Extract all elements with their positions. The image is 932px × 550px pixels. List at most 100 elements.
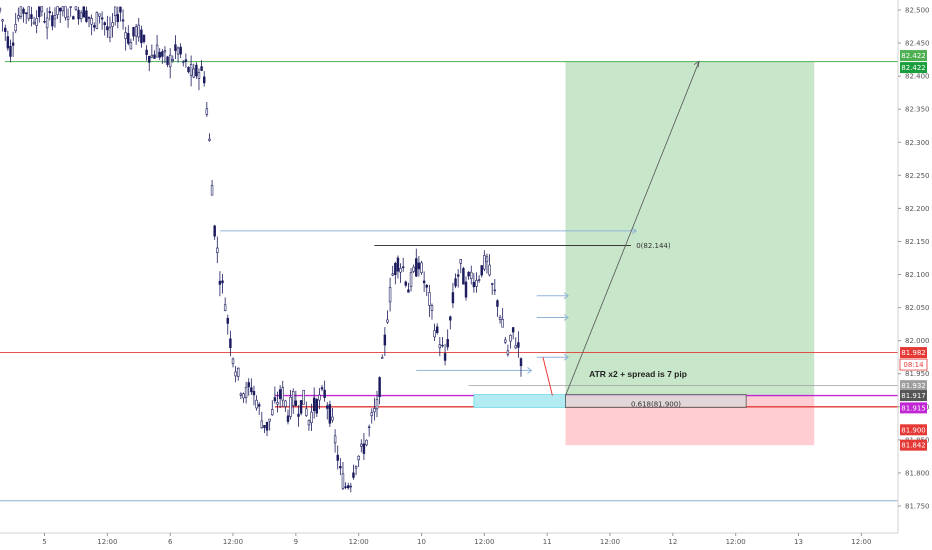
- candle-body: [438, 344, 442, 349]
- candle-body: [229, 338, 232, 349]
- price-tag: [900, 402, 927, 414]
- candle-body: [462, 268, 465, 285]
- candle-body: [297, 413, 300, 417]
- candle-body: [163, 50, 167, 53]
- candle-body: [168, 54, 172, 68]
- candle-body: [30, 14, 33, 19]
- candle-body: [134, 26, 138, 37]
- candle-body: [197, 72, 201, 79]
- candle-body: [213, 225, 216, 237]
- candle-body: [192, 68, 195, 78]
- candle-body: [158, 51, 161, 58]
- candle-body: [446, 339, 449, 348]
- candle-body: [436, 326, 439, 333]
- price-tag-label: 08:14: [903, 361, 924, 369]
- candle-body: [292, 390, 295, 406]
- candle-body: [480, 265, 483, 276]
- candle-body: [24, 12, 28, 15]
- candle-body: [289, 397, 292, 417]
- candle-body: [108, 26, 112, 38]
- candle-body: [72, 16, 75, 20]
- candle-body: [514, 345, 517, 349]
- candle-body: [69, 6, 72, 8]
- candle-body: [399, 268, 402, 273]
- candle-body: [64, 6, 67, 18]
- candle-body: [328, 404, 332, 424]
- candle-body: [346, 485, 350, 489]
- candle-body: [307, 420, 311, 426]
- candles: [0, 6, 523, 493]
- target-arrow-head: [693, 60, 700, 68]
- candle-body: [470, 271, 473, 280]
- price-tag-label: 82.422: [901, 64, 926, 72]
- candle-body: [354, 466, 358, 469]
- candle-body: [386, 319, 389, 323]
- time-axis: 5 12:00 6 12:00 9 12:00 10 12:00 11 12:00 12 12:00 1…: [0, 532, 898, 546]
- candle-body: [496, 300, 499, 307]
- candle-body: [247, 382, 250, 388]
- blue-ray-upper-arrow: [631, 227, 638, 235]
- candle-body: [428, 292, 431, 306]
- candle-body: [483, 255, 486, 270]
- candle-body: [467, 271, 470, 277]
- candle-body: [111, 22, 114, 27]
- candle-body: [315, 399, 319, 414]
- candle-body: [451, 292, 455, 304]
- candle-body: [276, 402, 279, 405]
- candle-body: [32, 21, 36, 25]
- candle-body: [391, 273, 394, 276]
- candle-body: [202, 76, 206, 84]
- candle-body: [132, 27, 135, 37]
- candle-body: [367, 426, 371, 428]
- candle-body: [218, 280, 222, 285]
- candle-body: [6, 36, 10, 49]
- candle-body: [352, 472, 355, 478]
- candle-body: [234, 371, 237, 377]
- position-zones: [565, 61, 815, 446]
- candle-body: [488, 264, 491, 276]
- time-tick-label: 12:00: [349, 538, 369, 546]
- candle-body: [90, 18, 93, 25]
- candle-body: [506, 350, 510, 355]
- candle-body: [263, 425, 266, 428]
- candle-body: [223, 304, 227, 311]
- candle-body: [299, 400, 303, 414]
- candle-body: [150, 54, 154, 58]
- level-lines: [0, 60, 932, 502]
- candle-body: [179, 46, 182, 55]
- candle-body: [58, 7, 62, 12]
- candle-body: [375, 399, 379, 410]
- candle-body: [137, 24, 140, 38]
- candle-body: [87, 16, 91, 19]
- candle-body: [98, 13, 101, 17]
- candle-body: [82, 6, 85, 18]
- candle-body: [19, 6, 23, 17]
- atr-note: ATR x2 + spread is 7 pip: [589, 369, 687, 379]
- candle-body: [61, 6, 65, 12]
- candle-body: [53, 15, 57, 20]
- candle-body: [182, 61, 185, 63]
- price-tag: [900, 439, 927, 451]
- price-tick-label: 82.200: [905, 205, 930, 213]
- blue-ray-mid-arrow: [527, 367, 533, 374]
- candle-body: [519, 358, 523, 367]
- candle-body: [27, 6, 31, 19]
- candle-body: [250, 387, 253, 393]
- price-tick-label: 82.050: [905, 304, 930, 312]
- candle-body: [360, 443, 363, 447]
- time-tick-label: 12: [668, 538, 677, 546]
- price-tag-label: 81.982: [901, 349, 926, 357]
- candle-body: [404, 281, 408, 286]
- candle-body: [305, 408, 308, 416]
- candle-body: [271, 409, 274, 416]
- price-tick-label: 81.750: [905, 503, 930, 511]
- time-tick-label: 12:00: [600, 538, 620, 546]
- time-tick-label: 12:00: [97, 538, 117, 546]
- price-tag-label: 81.915: [901, 404, 926, 412]
- candle-body: [336, 454, 339, 461]
- candle-body: [396, 257, 400, 272]
- candle-body: [1, 19, 4, 22]
- candle-body: [475, 279, 478, 287]
- candle-body: [155, 44, 159, 58]
